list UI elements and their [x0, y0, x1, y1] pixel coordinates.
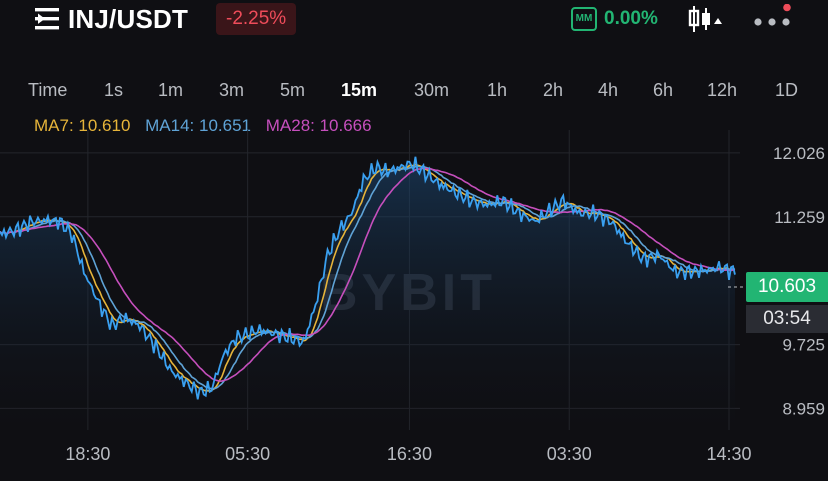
- trading-pair-title[interactable]: INJ/USDT: [68, 4, 189, 34]
- timeframe-time[interactable]: Time: [28, 80, 68, 100]
- x-tick-label: 18:30: [65, 444, 110, 464]
- y-tick-label: 11.259: [774, 208, 825, 227]
- y-tick-label: 8.959: [782, 399, 825, 418]
- timeframe-15m[interactable]: 15m: [341, 80, 378, 100]
- y-tick-label: 9.725: [782, 336, 825, 355]
- mm-value: 0.00%: [604, 8, 658, 29]
- chart-header: INJ/USDT -2.25% MM 0.00%: [0, 0, 828, 40]
- timeframe-2h[interactable]: 2h: [543, 80, 564, 100]
- price-area-fill: [0, 156, 735, 430]
- ma7-label: MA7: 10.610: [34, 116, 131, 135]
- mm-icon[interactable]: MM: [571, 7, 597, 31]
- timeframe-1h[interactable]: 1h: [487, 80, 508, 100]
- timeframe-1d[interactable]: 1D: [775, 80, 799, 100]
- price-line: [0, 156, 736, 400]
- more-options-icon[interactable]: [752, 4, 796, 34]
- price-change-badge: -2.25%: [216, 3, 297, 35]
- timeframe-30m[interactable]: 30m: [414, 80, 450, 100]
- current-price-tag: 10.603: [746, 272, 828, 302]
- timeframe-3m[interactable]: 3m: [219, 80, 245, 100]
- x-tick-label: 03:30: [547, 444, 592, 464]
- timeframe-4h[interactable]: 4h: [598, 80, 619, 100]
- timeframe-1s[interactable]: 1s: [104, 80, 124, 100]
- timeframe-12h[interactable]: 12h: [707, 80, 738, 100]
- timeframe-5m[interactable]: 5m: [280, 80, 306, 100]
- x-tick-label: 14:30: [706, 444, 751, 464]
- ma14-line: [0, 165, 736, 390]
- timeframe-selector: Time 1s 1m 3m 5m 15m 30m 1h 2h 4h 6h 12h 1D: [0, 80, 828, 106]
- ma14-label: MA14: 10.651: [145, 116, 251, 135]
- y-tick-label: 12.026: [773, 144, 825, 163]
- x-tick-label: 05:30: [225, 444, 270, 464]
- ma28-line: [0, 167, 736, 383]
- timeframe-6h[interactable]: 6h: [653, 80, 674, 100]
- menu-toggle-icon[interactable]: [34, 6, 60, 32]
- candlestick-icon[interactable]: [688, 4, 724, 34]
- candle-countdown: 03:54: [746, 305, 828, 333]
- price-chart[interactable]: BYBIT12.02611.2599.7258.95918:3005:3016:…: [0, 130, 828, 481]
- moving-average-legend: MA7: 10.610 MA14: 10.651 MA28: 10.666: [34, 116, 382, 136]
- ma28-label: MA28: 10.666: [265, 116, 372, 135]
- x-tick-label: 16:30: [387, 444, 432, 464]
- timeframe-1m[interactable]: 1m: [158, 80, 184, 100]
